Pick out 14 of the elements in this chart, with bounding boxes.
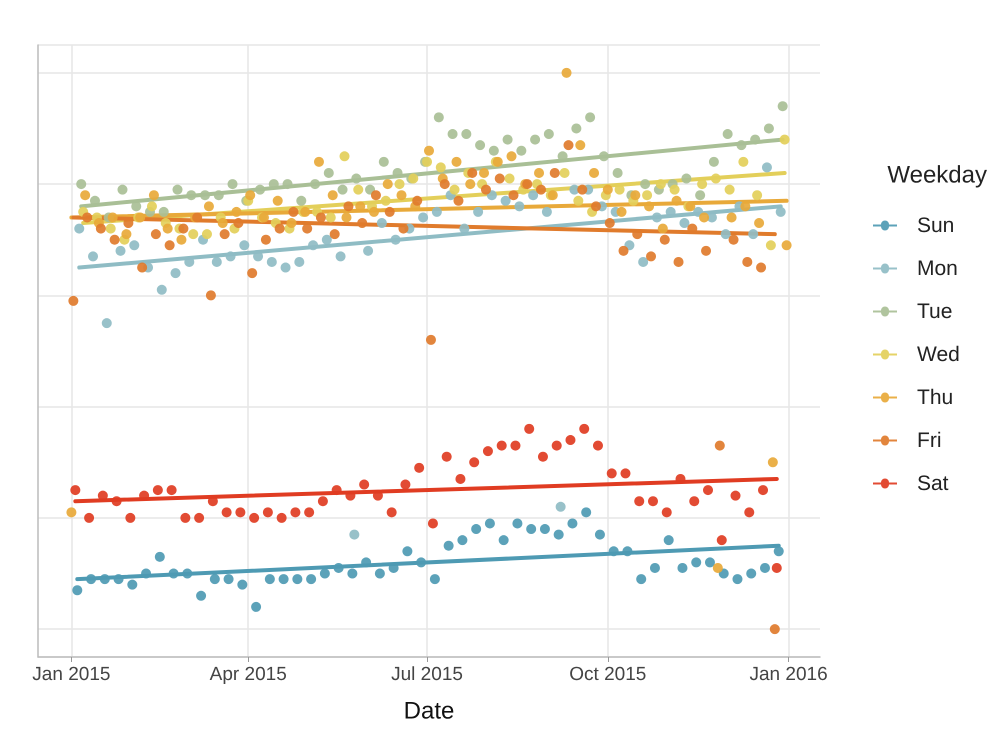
x-tick-label: Jul 2015 [391,664,463,685]
legend-label: Sat [917,472,949,495]
x-tick-label: Jan 2016 [749,664,828,685]
legend-title: Weekday [887,162,987,188]
x-tick-label: Oct 2015 [569,664,646,685]
legend-label: Thu [917,386,954,409]
x-axis-title: Date [404,698,454,724]
x-tick-label: Jan 2015 [32,664,110,685]
legend-label: Sun [917,214,954,237]
legend-label: Wed [917,343,960,366]
legend-label: Mon [917,257,958,280]
legend-label: Fri [917,429,942,452]
legend-label: Tue [917,300,952,323]
x-tick-label: Apr 2015 [210,664,287,685]
